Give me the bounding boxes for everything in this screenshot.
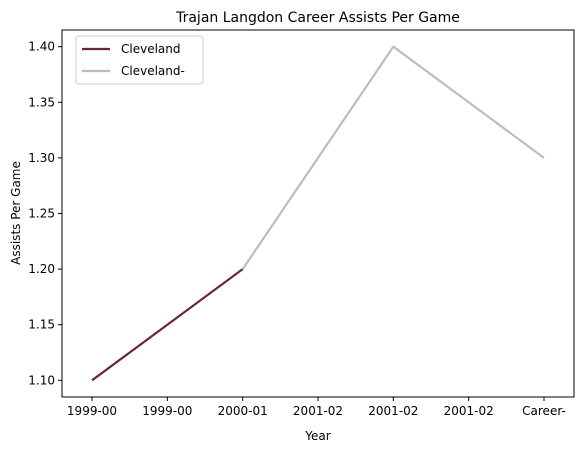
plot-area <box>61 29 575 398</box>
legend: Cleveland Cleveland- <box>75 35 204 85</box>
x-tick-label: 2001-02 <box>293 404 343 418</box>
y-axis-label: Assists Per Game <box>9 161 23 265</box>
x-tick-label: 1999-00 <box>67 404 117 418</box>
y-axis-ticks: 1.10 1.15 1.20 1.25 1.30 1.35 1.40 <box>28 40 62 387</box>
y-tick-label: 1.10 <box>28 373 55 387</box>
x-tick-label: 2001-02 <box>368 404 418 418</box>
x-tick-label: 1999-00 <box>142 404 192 418</box>
series-lines <box>91 45 545 382</box>
x-tick-label: 2001-02 <box>444 404 494 418</box>
y-tick-label: 1.25 <box>28 207 55 221</box>
series-line-1 <box>91 268 244 382</box>
legend-label: Cleveland <box>121 42 181 56</box>
plot-frame <box>61 29 575 398</box>
y-tick-label: 1.20 <box>28 262 55 276</box>
x-tick-label: Career- <box>522 404 566 418</box>
series-line-2 <box>241 45 545 270</box>
y-tick-label: 1.15 <box>28 318 55 332</box>
y-tick-label: 1.30 <box>28 151 55 165</box>
x-axis-label: Year <box>304 429 330 443</box>
legend-label: Cleveland- <box>121 64 185 78</box>
x-axis-ticks: 1999-00 1999-00 2000-01 2001-02 2001-02 2001-… <box>67 397 566 418</box>
x-tick-label: 2000-01 <box>218 404 268 418</box>
y-tick-label: 1.40 <box>28 40 55 54</box>
y-tick-label: 1.35 <box>28 95 55 109</box>
chart-title: Trajan Langdon Career Assists Per Game <box>175 10 460 26</box>
